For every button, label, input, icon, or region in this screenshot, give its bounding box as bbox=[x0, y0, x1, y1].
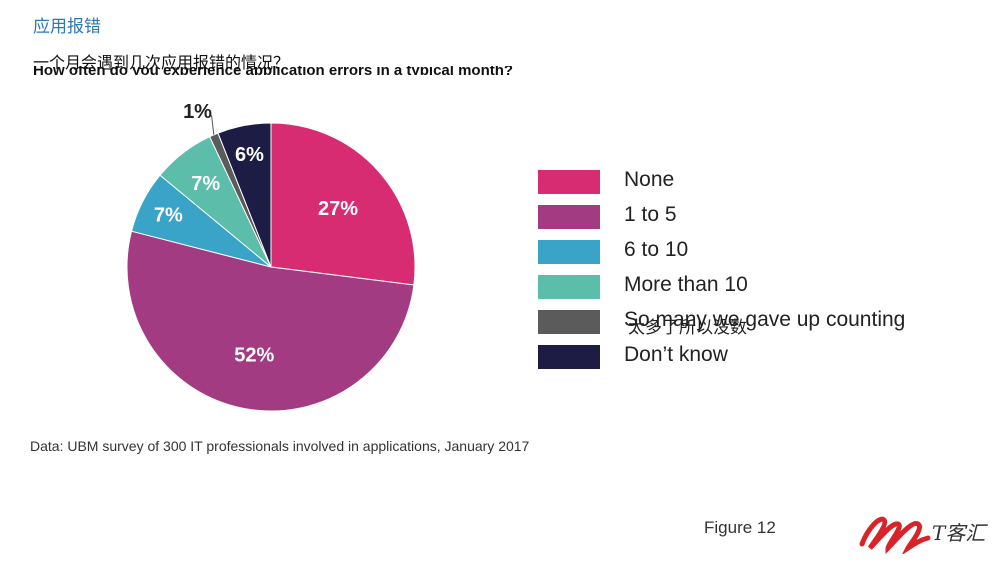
legend-item-6-to-10: 6 to 10 bbox=[538, 238, 968, 273]
pie-leader-line bbox=[211, 114, 215, 135]
pie-slice-0 bbox=[270, 122, 416, 286]
legend-item-gave-up-counting: So many we gave up counting bbox=[538, 308, 968, 343]
legend-item-1-to-5: 1 to 5 bbox=[538, 203, 968, 238]
legend-item-more-than-10: More than 10 bbox=[538, 273, 968, 308]
pie-slice-5 bbox=[217, 122, 272, 268]
legend-label-dont-know: Don’t know bbox=[624, 343, 728, 366]
legend-label-more-than-10: More than 10 bbox=[624, 273, 748, 296]
watermark-logo: T客汇 bbox=[858, 508, 998, 556]
legend-label-none: None bbox=[624, 168, 675, 191]
legend-swatch-1-to-5 bbox=[538, 205, 600, 229]
legend-label-1-to-5: 1 to 5 bbox=[624, 203, 677, 226]
pie-labels: 27% 52% 7% 7% 1% 6% bbox=[154, 101, 358, 367]
pie-slices bbox=[126, 122, 416, 412]
legend-swatch-more-than-10 bbox=[538, 275, 600, 299]
legend-swatch-none bbox=[538, 170, 600, 194]
watermark-text: T客汇 bbox=[932, 521, 986, 545]
figure-label: Figure 12 bbox=[704, 518, 776, 537]
pie-value-label-0: 27% bbox=[318, 198, 358, 220]
source-note: Data: UBM survey of 300 IT professionals… bbox=[30, 438, 530, 454]
pie-slice-1 bbox=[126, 230, 415, 412]
logo-mark-icon bbox=[859, 516, 931, 556]
original-question-obscured: How often do you experience application … bbox=[33, 66, 514, 75]
legend-label-6-to-10: 6 to 10 bbox=[624, 238, 689, 261]
pie-value-label-1: 52% bbox=[234, 345, 274, 367]
legend-item-dont-know: Don’t know bbox=[538, 343, 968, 378]
legend-swatch-6-to-10 bbox=[538, 240, 600, 264]
chart-legend: None 1 to 5 6 to 10 More than 10 So many… bbox=[538, 168, 968, 378]
pie-value-label-5: 6% bbox=[235, 144, 264, 166]
legend-chinese-overlay: 太多了所以没数 bbox=[628, 318, 747, 338]
legend-swatch-gave-up-counting bbox=[538, 310, 600, 334]
question-text: 一个月会遇到几次应用报错的情况？ bbox=[33, 53, 290, 72]
pie-value-label-4: 1% bbox=[183, 101, 212, 123]
pie-value-label-2: 7% bbox=[154, 205, 183, 227]
legend-item-none: None bbox=[538, 168, 968, 203]
legend-label-gave-up-counting: So many we gave up counting bbox=[624, 308, 906, 331]
pie-value-label-3: 7% bbox=[191, 173, 220, 195]
page-heading: 应用报错 bbox=[33, 17, 101, 37]
legend-swatch-dont-know bbox=[538, 345, 600, 369]
